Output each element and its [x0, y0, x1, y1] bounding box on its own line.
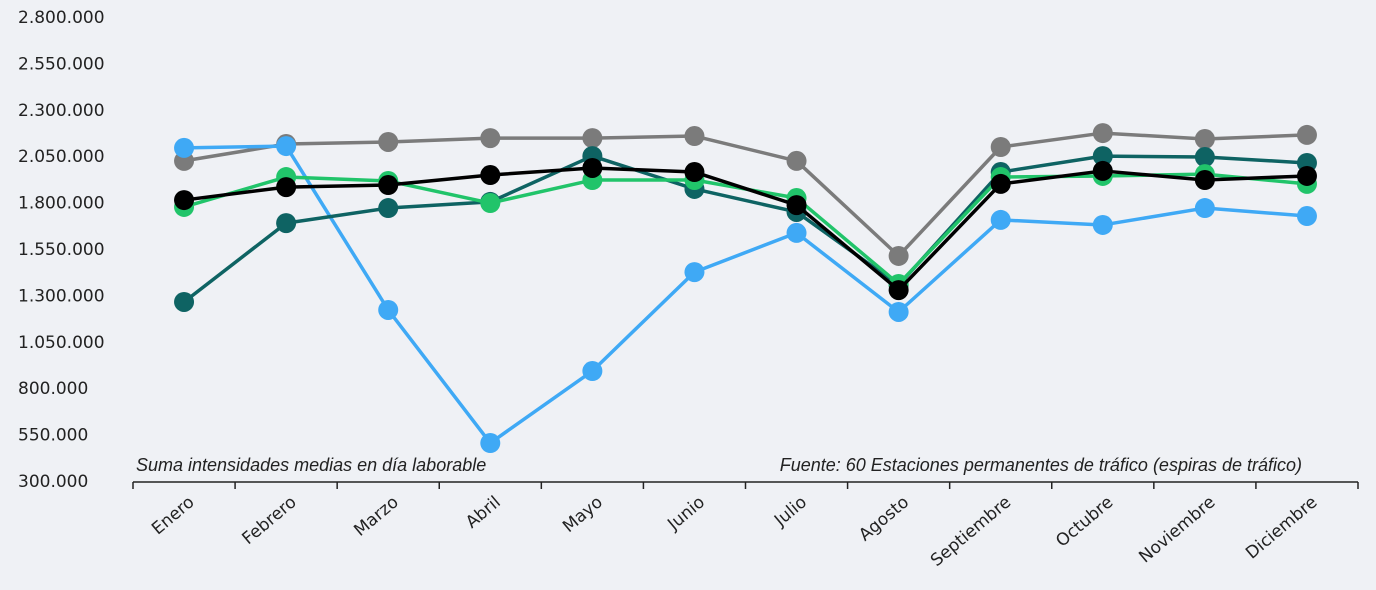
- point: [1194, 170, 1215, 191]
- y-tick-label: 800.000: [18, 379, 88, 399]
- point: [378, 175, 399, 196]
- point: [1296, 124, 1317, 145]
- point: [378, 131, 399, 152]
- point: [378, 299, 399, 320]
- y-tick-label: 1.800.000: [18, 194, 105, 214]
- point: [1092, 123, 1113, 144]
- x-tick-label: Enero: [148, 492, 198, 539]
- point: [582, 157, 603, 178]
- series-line: [184, 144, 1308, 445]
- point: [174, 190, 195, 211]
- point: [174, 291, 195, 312]
- point: [480, 165, 501, 186]
- point: [990, 173, 1011, 194]
- y-tick-label: 1.050.000: [18, 333, 105, 353]
- point: [1194, 129, 1215, 150]
- point: [276, 177, 297, 198]
- annotation: Fuente: 60 Estaciones permanentes de trá…: [780, 455, 1302, 475]
- y-tick-label: 1.550.000: [18, 240, 105, 260]
- x-tick-label: Julio: [770, 492, 811, 531]
- y-tick-label: 550.000: [18, 426, 88, 446]
- x-tick-label: Agosto: [855, 492, 913, 545]
- series-line: [183, 166, 1308, 292]
- y-tick-label: 2.300.000: [18, 101, 105, 121]
- x-tick-label: Noviembre: [1135, 492, 1219, 567]
- point: [174, 137, 195, 158]
- point: [786, 195, 807, 216]
- x-tick-label: Febrero: [239, 492, 301, 549]
- point: [480, 128, 501, 149]
- point: [888, 280, 909, 301]
- x-tick-label: Octubre: [1052, 492, 1117, 551]
- point: [1194, 147, 1215, 168]
- y-tick-label: 2.050.000: [18, 147, 105, 167]
- point: [582, 361, 603, 382]
- point: [1194, 198, 1215, 219]
- point: [480, 193, 501, 214]
- series-line: [183, 172, 1308, 286]
- annotation: Suma intensidades medias en día laborabl…: [136, 455, 486, 475]
- y-tick-label: 300.000: [18, 472, 88, 492]
- x-tick-label: Junio: [663, 492, 709, 535]
- x-tick-label: Septiembre: [927, 492, 1015, 571]
- point: [888, 245, 909, 266]
- series-line: [183, 131, 1308, 258]
- y-tick-label: 2.800.000: [18, 8, 105, 28]
- point: [990, 136, 1011, 157]
- point: [1092, 146, 1113, 167]
- point: [888, 301, 909, 322]
- point: [1296, 206, 1317, 227]
- point: [684, 162, 705, 183]
- point: [684, 126, 705, 147]
- point: [480, 433, 501, 454]
- point: [378, 198, 399, 219]
- x-tick-label: Mayo: [559, 492, 607, 537]
- point: [786, 222, 807, 243]
- point: [990, 209, 1011, 230]
- point: [684, 262, 705, 283]
- point: [276, 136, 297, 157]
- y-tick-label: 1.300.000: [18, 286, 105, 306]
- x-tick-label: Abril: [462, 492, 505, 532]
- point: [1092, 214, 1113, 235]
- y-tick-label: 2.550.000: [18, 54, 105, 74]
- point: [1092, 160, 1113, 181]
- point: [1296, 165, 1317, 186]
- point: [786, 150, 807, 171]
- series-line: [182, 154, 1308, 304]
- point: [276, 213, 297, 234]
- point: [582, 128, 603, 149]
- x-tick-label: Marzo: [350, 492, 402, 540]
- x-tick-label: Diciembre: [1242, 492, 1321, 563]
